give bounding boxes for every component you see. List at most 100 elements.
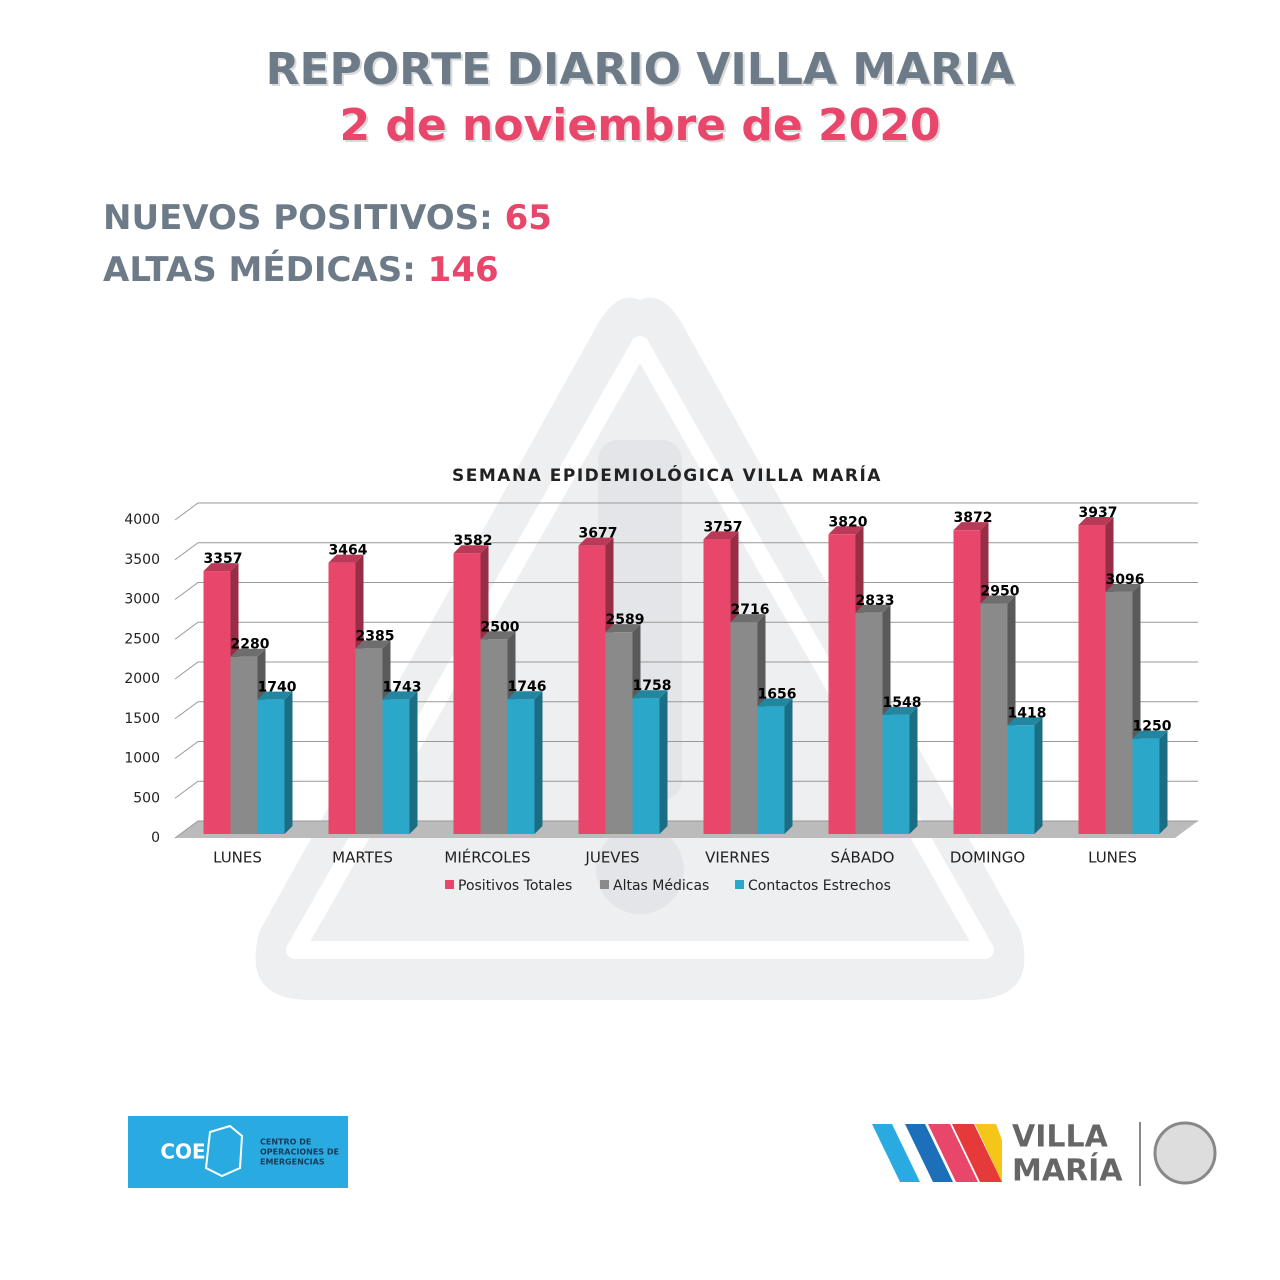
bar-top (730, 614, 766, 623)
stat-label: ALTAS MÉDICAS: (103, 250, 416, 290)
data-label: 2589 (606, 612, 645, 628)
coe-short: COE (160, 1140, 205, 1164)
y-tick-label: 4000 (124, 512, 160, 528)
bar-front (632, 698, 660, 834)
x-tick-label: LUNES (1088, 849, 1137, 867)
y-tick-label: 1000 (124, 751, 160, 767)
bar (882, 706, 918, 834)
logo-stripe (872, 1124, 920, 1182)
bar-side (784, 698, 793, 834)
x-tick-label: VIERNES (705, 849, 770, 867)
bar-top (507, 691, 543, 700)
data-label: 1743 (383, 679, 422, 695)
bar-top (1105, 583, 1141, 592)
bar (730, 614, 766, 834)
bar-front (757, 706, 785, 834)
data-label: 1746 (508, 679, 547, 695)
chart-title: SEMANA EPIDEMIOLÓGICA VILLA MARÍA (452, 464, 882, 486)
data-label: 3820 (829, 514, 868, 530)
bar-front (730, 622, 758, 834)
data-label: 1418 (1008, 705, 1047, 721)
bar-front (355, 648, 383, 834)
bar-top (453, 545, 489, 554)
bar-front (828, 534, 856, 834)
stat-value: 65 (504, 198, 552, 238)
legend-swatch (600, 880, 609, 889)
bar-side (659, 690, 668, 834)
grid-line (174, 542, 1198, 561)
data-label: 2950 (981, 583, 1020, 599)
bar-front (578, 545, 606, 834)
y-tick-label: 2500 (124, 631, 160, 647)
bar-front (257, 699, 285, 834)
grid-line (174, 582, 1198, 600)
bar-side (284, 691, 293, 834)
bar-front (882, 714, 910, 834)
bar-top (1078, 517, 1114, 526)
bar-front (953, 530, 981, 834)
bar-front (507, 699, 535, 834)
coe-logo (128, 1116, 348, 1188)
bar-front (1007, 725, 1035, 834)
bar-top (203, 563, 239, 572)
bar-top (703, 531, 739, 540)
bar (1007, 717, 1043, 834)
data-label: 3677 (579, 526, 618, 542)
bar-front (328, 562, 356, 834)
data-label: 2280 (231, 637, 270, 653)
data-label: 1548 (883, 695, 922, 711)
y-tick-label: 3000 (124, 592, 160, 608)
bar (980, 595, 1016, 834)
stat-label: NUEVOS POSITIVOS: (103, 198, 493, 238)
coe-line: CENTRO DE (260, 1138, 311, 1147)
bar-front (605, 632, 633, 834)
coe-line: EMERGENCIAS (260, 1158, 325, 1167)
data-label: 3096 (1106, 572, 1145, 588)
y-tick-label: 500 (133, 790, 160, 806)
data-label: 2500 (481, 619, 520, 635)
x-tick-label: JUEVES (584, 849, 639, 867)
bar (1132, 730, 1168, 834)
bar-front (480, 639, 508, 834)
bar-top (1132, 730, 1168, 739)
bar-top (355, 640, 391, 649)
bar-front (855, 612, 883, 834)
bar-top (328, 554, 364, 563)
bar (382, 691, 418, 834)
bar-top (828, 526, 864, 535)
bar-side (1159, 730, 1168, 834)
logo-stripe (928, 1124, 978, 1182)
bar-top (480, 631, 516, 640)
bar-front (1105, 591, 1133, 834)
date: 2 de noviembre de 2020 (339, 100, 941, 151)
stat: NUEVOS POSITIVOS: 65 (103, 198, 552, 238)
bar-top (1007, 717, 1043, 726)
legend-swatch (445, 880, 454, 889)
x-tick-label: MARTES (332, 849, 393, 867)
bar-front (382, 699, 410, 834)
bar-side (1034, 717, 1043, 834)
bar-top (605, 624, 641, 633)
seal (1153, 1121, 1217, 1185)
x-tick-label: LUNES (213, 849, 262, 867)
data-label: 1758 (633, 678, 672, 694)
bar-side (409, 691, 418, 834)
bar-side (534, 691, 543, 834)
data-label: 3937 (1079, 505, 1118, 521)
bar-top (632, 690, 668, 699)
bar-front (453, 553, 481, 834)
bar-top (980, 595, 1016, 604)
bar-front (1078, 525, 1106, 834)
data-label: 2716 (731, 602, 770, 618)
bar-top (257, 691, 293, 700)
bar-side (909, 706, 918, 834)
bar-top (757, 698, 793, 707)
y-tick-label: 2000 (124, 671, 160, 687)
bar-front (203, 571, 231, 834)
city-line: MARÍA (1012, 1153, 1123, 1189)
data-label: 3582 (454, 533, 493, 549)
bar-top (953, 522, 989, 531)
coe-icon (204, 1124, 244, 1178)
city-line: VILLA (1012, 1120, 1109, 1155)
